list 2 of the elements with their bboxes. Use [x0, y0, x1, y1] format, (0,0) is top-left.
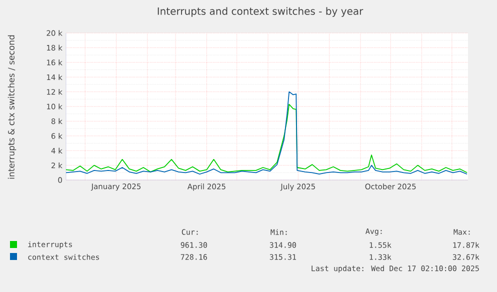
y-axis-title: interrupts & ctx switches / second [8, 35, 16, 179]
chart-title: Interrupts and context switches - by year [158, 7, 364, 17]
